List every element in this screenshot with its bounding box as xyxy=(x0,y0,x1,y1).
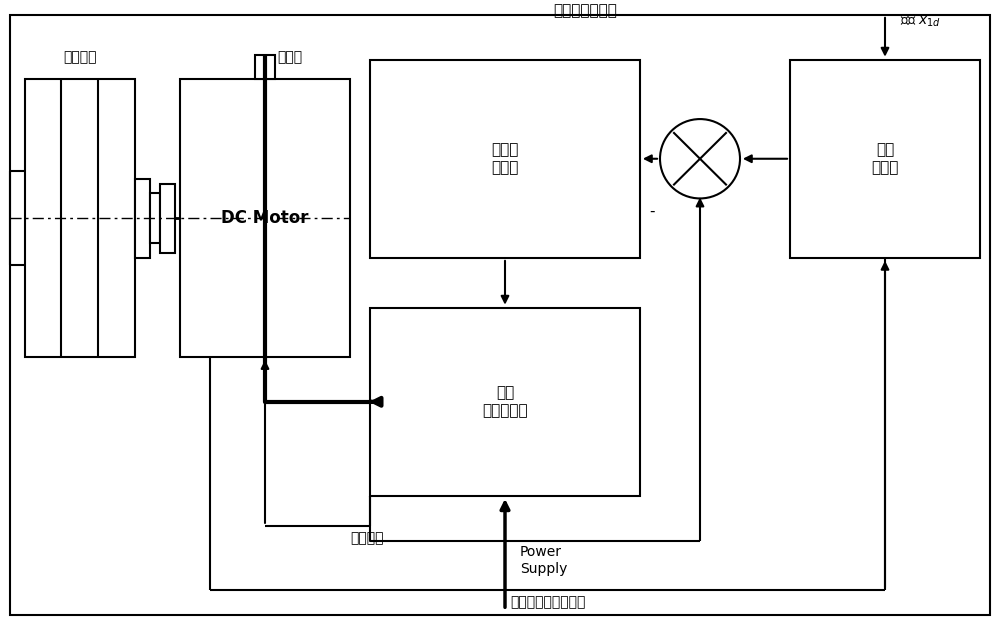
Text: 放大
与处理电路: 放大 与处理电路 xyxy=(482,386,528,418)
Bar xyxy=(370,59,640,258)
Text: 商业电气驱动器: 商业电气驱动器 xyxy=(553,3,617,18)
Text: 电流反馈: 电流反馈 xyxy=(351,531,384,545)
Bar xyxy=(150,194,160,243)
Bar xyxy=(135,179,150,258)
Text: 光电编码器位置反馈: 光电编码器位置反馈 xyxy=(510,595,585,609)
Text: -: - xyxy=(650,203,655,218)
Text: DC Motor: DC Motor xyxy=(221,209,309,227)
Bar xyxy=(180,79,350,357)
Text: Power
Supply: Power Supply xyxy=(520,546,567,576)
Text: 指令 $x_{1d}$: 指令 $x_{1d}$ xyxy=(900,15,941,29)
Bar xyxy=(340,30,830,546)
Bar xyxy=(255,54,275,79)
Text: 位置
控制器: 位置 控制器 xyxy=(871,142,899,175)
Text: 惯性负载: 惯性负载 xyxy=(63,51,97,64)
Bar xyxy=(790,59,980,258)
Bar xyxy=(160,184,175,253)
Bar xyxy=(25,79,135,357)
Bar xyxy=(370,308,640,496)
Text: 动力线: 动力线 xyxy=(277,51,303,64)
Text: 电流环
控制器: 电流环 控制器 xyxy=(491,142,519,175)
